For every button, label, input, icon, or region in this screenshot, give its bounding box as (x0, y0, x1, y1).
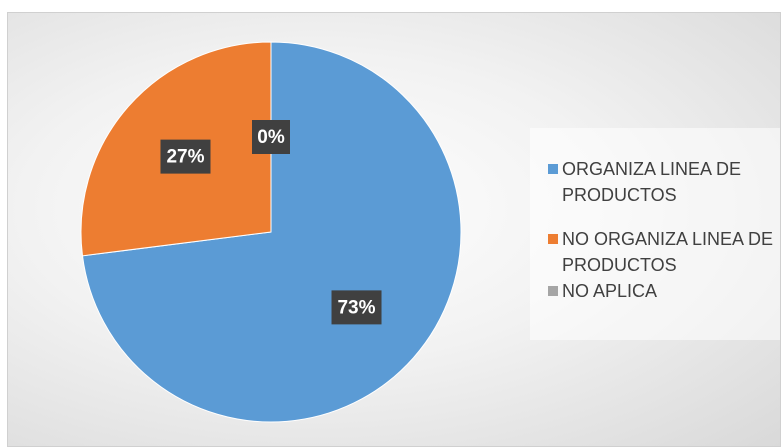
legend-swatch (548, 164, 558, 174)
legend-swatch (548, 286, 558, 296)
data-label: 73% (337, 297, 375, 318)
data-label-box (252, 120, 290, 154)
data-label: 27% (166, 147, 204, 168)
legend-item: ORGANIZA LINEA DE PRODUCTOS (548, 156, 778, 208)
data-label-box (160, 139, 211, 174)
legend-swatch (548, 234, 558, 244)
legend-label: NO ORGANIZA LINEA DE PRODUCTOS (562, 229, 774, 275)
legend-item: NO ORGANIZA LINEA DE PRODUCTOS (548, 226, 778, 278)
legend-label: ORGANIZA LINEA DE PRODUCTOS (562, 159, 742, 205)
legend-item: NO APLICA (548, 278, 778, 304)
data-label-box (331, 290, 382, 325)
legend: ORGANIZA LINEA DE PRODUCTOS NO ORGANIZA L… (530, 128, 780, 340)
pie-slice (81, 41, 462, 423)
data-label: 0% (257, 127, 285, 148)
legend-label: NO APLICA (562, 281, 658, 301)
